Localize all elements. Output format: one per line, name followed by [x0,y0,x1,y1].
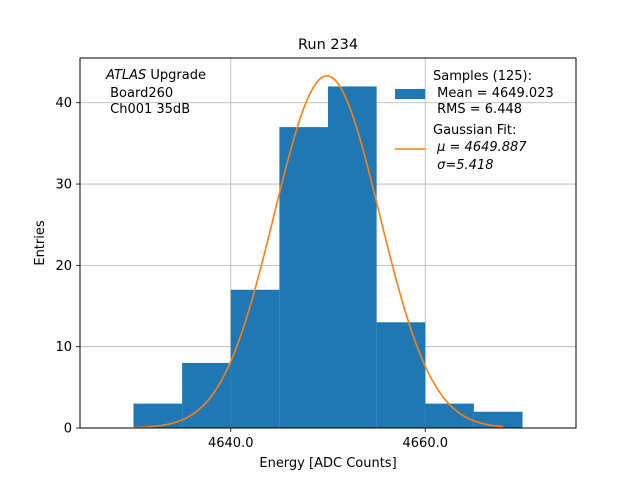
legend-fit-line: Gaussian Fit: [433,123,516,138]
legend-hist-swatch [395,89,425,99]
annotation-line: ATLAS Upgrade [105,68,206,83]
y-axis-label: Entries [33,220,48,266]
x-axis-label: Energy [ADC Counts] [259,456,396,471]
annotation-line: Ch001 35dB [106,102,190,117]
y-tick-label: 40 [55,96,72,111]
y-tick-label: 30 [55,178,72,193]
legend-fit-line: μ = 4649.887 [433,140,527,155]
x-tick-label: 4660.0 [403,436,449,451]
y-tick-label: 20 [55,259,72,274]
chart-title: Run 234 [298,37,358,53]
legend-fit-line: σ=5.418 [433,158,493,173]
legend-hist-line: RMS = 6.448 [433,102,522,117]
legend-hist-line: Mean = 4649.023 [433,86,554,101]
histogram-bar [182,363,231,428]
histogram-bar [231,290,280,428]
histogram-bar [377,322,426,428]
annotation-line: Board260 [106,86,173,101]
x-tick-label: 4640.0 [208,436,254,451]
histogram-bar [279,127,328,428]
histogram-bar [328,86,377,428]
legend-hist-line: Samples (125): [433,69,532,84]
histogram-bar [425,404,474,428]
y-tick-label: 10 [55,340,72,355]
histogram-bar [133,404,182,428]
histogram-chart: 4640.0 4660.0 0 10 20 30 40 Run 234 Energy [A… [0,0,640,480]
y-tick-label: 0 [64,422,72,437]
